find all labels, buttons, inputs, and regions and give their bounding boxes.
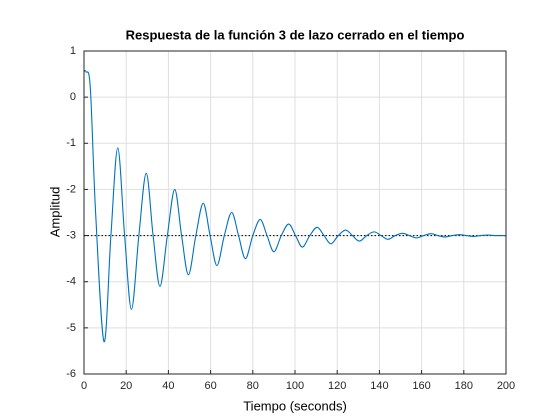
y-tick-label: -1 bbox=[66, 137, 76, 149]
x-axis-label: Tiempo (seconds) bbox=[243, 398, 347, 413]
chart-title: Respuesta de la función 3 de lazo cerrad… bbox=[126, 27, 465, 42]
x-tick-label: 200 bbox=[497, 380, 515, 392]
x-tick-label: 60 bbox=[204, 380, 216, 392]
response-line bbox=[83, 70, 507, 343]
x-tick-label: 100 bbox=[286, 380, 304, 392]
axes-box bbox=[83, 50, 507, 375]
x-tick-label: 120 bbox=[328, 380, 346, 392]
x-tick-label: 140 bbox=[370, 380, 388, 392]
y-tick-label: -5 bbox=[66, 322, 76, 334]
y-tick-label: 1 bbox=[70, 45, 76, 57]
y-tick-label: -6 bbox=[66, 368, 76, 380]
x-tick-label: 80 bbox=[247, 380, 259, 392]
x-tick-label: 40 bbox=[162, 380, 174, 392]
y-tick-label: -3 bbox=[66, 229, 76, 241]
x-tick-label: 160 bbox=[412, 380, 430, 392]
y-tick-label: -4 bbox=[66, 276, 76, 288]
y-tick-label: -2 bbox=[66, 183, 76, 195]
y-axis-label: Amplitud bbox=[47, 187, 62, 238]
y-tick-label: 0 bbox=[70, 91, 76, 103]
x-tick-label: 180 bbox=[455, 380, 473, 392]
x-tick-label: 20 bbox=[120, 380, 132, 392]
x-tick-label: 0 bbox=[81, 380, 87, 392]
